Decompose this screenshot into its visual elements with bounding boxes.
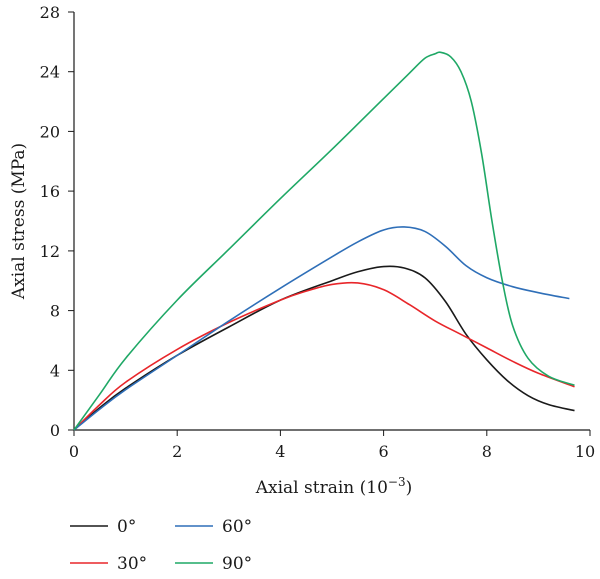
legend-label-0deg: 0° xyxy=(117,517,136,537)
y-tick-label: 24 xyxy=(40,63,60,82)
x-axis-label-exponent: −3 xyxy=(388,475,406,489)
legend-item-60deg: 60° xyxy=(175,517,252,537)
series-line-2 xyxy=(73,226,570,431)
y-tick-label: 8 xyxy=(50,302,60,321)
y-tick-label: 4 xyxy=(50,361,60,380)
x-ticks: 0 2 4 6 8 10 xyxy=(69,430,595,461)
series-line-1 xyxy=(73,281,575,431)
y-axis-label: Axial stress (MPa) xyxy=(9,143,29,300)
legend-item-30deg: 30° xyxy=(70,554,147,574)
x-axis-label: Axial strain (10−3) xyxy=(255,475,413,498)
y-tick-label: 20 xyxy=(40,122,60,141)
x-tick-label: 10 xyxy=(575,442,595,461)
legend-label-90deg: 90° xyxy=(222,554,252,574)
x-tick-label: 8 xyxy=(482,442,492,461)
x-tick-label: 4 xyxy=(275,442,285,461)
x-tick-label: 0 xyxy=(69,442,79,461)
legend-item-0deg: 0° xyxy=(70,517,136,537)
y-tick-label: 0 xyxy=(50,421,60,440)
x-axis-label-close: ) xyxy=(406,478,413,498)
y-tick-label: 28 xyxy=(40,3,60,22)
legend: 0° 60° 30° 90° xyxy=(70,517,252,574)
legend-label-60deg: 60° xyxy=(222,517,252,537)
legend-label-30deg: 30° xyxy=(117,554,147,574)
series-line-0 xyxy=(73,265,575,431)
legend-item-90deg: 90° xyxy=(175,554,252,574)
x-axis-label-main: Axial strain (10 xyxy=(255,478,388,498)
y-ticks: 0 4 8 12 16 20 24 28 xyxy=(40,3,74,440)
x-tick-label: 2 xyxy=(172,442,182,461)
series-line-3 xyxy=(73,51,575,431)
y-tick-label: 16 xyxy=(40,182,60,201)
x-tick-label: 6 xyxy=(379,442,389,461)
series-layer xyxy=(73,51,575,431)
y-tick-label: 12 xyxy=(40,242,60,261)
